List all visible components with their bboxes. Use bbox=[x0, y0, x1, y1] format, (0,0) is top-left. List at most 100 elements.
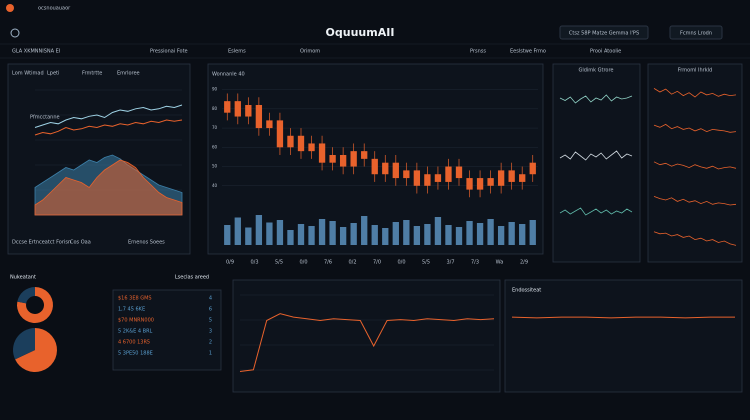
panel-title: Gldimk Gtrore bbox=[578, 68, 613, 74]
candle-body bbox=[371, 158, 378, 175]
volume-bar bbox=[497, 226, 505, 245]
tab[interactable]: Frmtrtte bbox=[82, 71, 102, 77]
nav-item[interactable]: GLA XKMNNISNA EI bbox=[12, 49, 60, 55]
volume-bar bbox=[403, 220, 410, 245]
list-num: 1 bbox=[209, 351, 212, 357]
nav-item[interactable]: Eslems bbox=[228, 49, 246, 55]
y-tick-label: 40 bbox=[212, 183, 218, 188]
list-row[interactable]: $70 MNRN000 bbox=[118, 318, 154, 324]
line bbox=[559, 94, 633, 104]
candle-body bbox=[350, 151, 357, 167]
y-tick-label: 50 bbox=[212, 164, 218, 169]
volume-bar bbox=[361, 216, 368, 245]
badge-text[interactable]: Fcmns Lrodn bbox=[680, 31, 712, 37]
list-row[interactable]: 5 2K&E 4 BRL bbox=[118, 329, 153, 335]
candle-body bbox=[445, 166, 452, 182]
nav-item[interactable]: Eeslstwe Frmo bbox=[510, 49, 546, 55]
tab[interactable]: Emrloree bbox=[117, 71, 140, 77]
brand: ocsnouauaor bbox=[38, 6, 71, 12]
list-row[interactable]: $16 3E8 GMS bbox=[118, 296, 152, 302]
volume-bar bbox=[297, 224, 305, 245]
volume-bar bbox=[382, 228, 389, 245]
tab[interactable]: Lpeti bbox=[47, 71, 59, 77]
volume-bar bbox=[266, 222, 273, 245]
candle-body bbox=[466, 178, 473, 190]
candle-body bbox=[424, 174, 431, 186]
volume-bar bbox=[339, 227, 347, 245]
y-tick-label: 80 bbox=[212, 106, 218, 111]
volume-bar bbox=[487, 219, 494, 245]
volume-bar bbox=[529, 220, 536, 245]
area bbox=[34, 159, 183, 216]
line bbox=[559, 150, 633, 161]
nav-item[interactable]: Orimom bbox=[300, 49, 320, 55]
x-tick-label: 2/9 bbox=[520, 260, 528, 266]
x-tick-label: Wa bbox=[496, 260, 504, 266]
line bbox=[653, 161, 737, 170]
x-tick-label: 0/9 bbox=[226, 260, 234, 266]
x-tick-label: 7/3 bbox=[471, 260, 479, 266]
nav-item[interactable]: Pressionai Fote bbox=[150, 49, 188, 55]
nav-item[interactable]: Prsnss bbox=[470, 49, 486, 55]
volume-bar bbox=[476, 223, 484, 245]
candle-body bbox=[413, 170, 421, 186]
footer-text: Ernenos Soees bbox=[128, 240, 165, 246]
y-tick-label: 70 bbox=[212, 125, 218, 130]
slice bbox=[16, 287, 53, 323]
line bbox=[239, 313, 495, 372]
badge[interactable] bbox=[669, 25, 723, 40]
candle-body bbox=[497, 170, 505, 186]
line bbox=[653, 196, 737, 206]
list-row[interactable]: 1,7 45 6KE bbox=[118, 307, 145, 313]
list-row[interactable]: 5 3PE50 188E bbox=[118, 351, 153, 357]
candle-body bbox=[361, 151, 368, 159]
candle-body bbox=[476, 178, 484, 190]
tab[interactable]: Lom Wtimad bbox=[12, 71, 44, 77]
x-tick-label: 0/0 bbox=[299, 260, 307, 266]
volume-bar bbox=[445, 225, 452, 245]
candle-body bbox=[434, 174, 442, 182]
panel bbox=[504, 279, 743, 393]
y-tick-label: 90 bbox=[212, 87, 218, 92]
y-tick-label: 60 bbox=[212, 144, 218, 149]
slice bbox=[17, 287, 35, 304]
x-tick-label: 5/5 bbox=[422, 260, 430, 266]
list-row[interactable]: 4 6700 13R5 bbox=[118, 340, 150, 346]
candle-body bbox=[339, 155, 347, 167]
line bbox=[511, 316, 735, 319]
x-tick-label: 0/0 bbox=[397, 260, 405, 266]
volume-bar bbox=[308, 226, 315, 245]
volume-bar bbox=[287, 230, 294, 245]
candle-body bbox=[224, 101, 231, 113]
volume-bar bbox=[255, 215, 263, 245]
panel-title: Pfmcctanne bbox=[30, 115, 60, 121]
section-title: Nukeatant bbox=[10, 275, 36, 281]
candle-body bbox=[245, 105, 252, 117]
candle-body bbox=[297, 135, 305, 152]
candle-body bbox=[276, 120, 284, 148]
volume-bar bbox=[245, 227, 252, 245]
brand-dot bbox=[6, 4, 14, 12]
logo bbox=[10, 28, 20, 38]
candle-body bbox=[266, 120, 273, 129]
list-num: 5 bbox=[209, 318, 212, 324]
candle-body bbox=[308, 143, 315, 152]
badge-text[interactable]: Ctsz 58P Matze Gemma I'PS bbox=[569, 31, 639, 37]
volume-bar bbox=[508, 222, 515, 245]
badge[interactable] bbox=[559, 25, 649, 40]
volume-bar bbox=[224, 225, 231, 245]
section-title: Lseclas areed bbox=[175, 275, 209, 281]
x-tick-label: 0/2 bbox=[348, 260, 356, 266]
candle-body bbox=[508, 170, 515, 182]
line bbox=[34, 104, 183, 128]
volume-bar bbox=[350, 223, 357, 245]
volume-bar bbox=[234, 217, 241, 245]
panel bbox=[112, 289, 222, 371]
candle-body bbox=[234, 101, 241, 117]
nav-item[interactable]: Prooi Atoolie bbox=[590, 49, 621, 55]
volume-bar bbox=[276, 220, 284, 245]
x-tick-label: 0/3 bbox=[250, 260, 258, 266]
app-title: OquuumAII bbox=[326, 26, 395, 39]
candle-body bbox=[519, 174, 526, 182]
